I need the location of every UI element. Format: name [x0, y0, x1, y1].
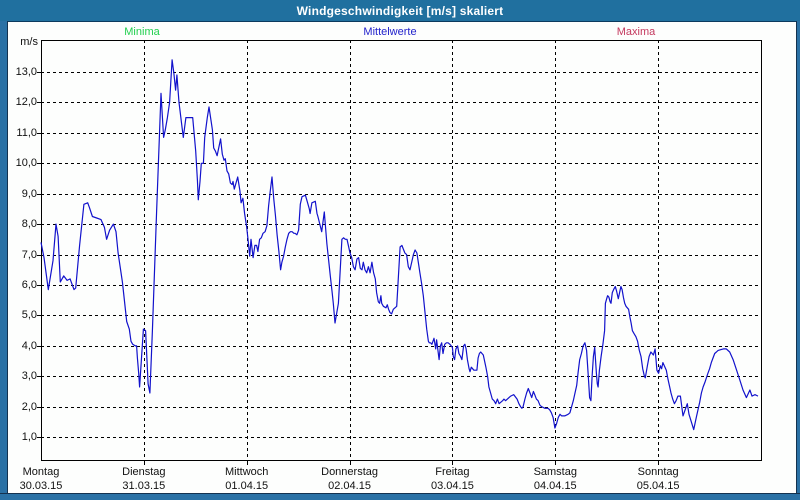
y-axis-unit-label: m/s [20, 36, 38, 48]
day-name: Donnerstag [321, 466, 378, 478]
series-line-mittelwerte [40, 59, 759, 431]
window-border-right [796, 21, 800, 500]
y-axis-tick-label: 11,0 [16, 126, 37, 139]
y-axis-tick-label: 13,0 [15, 65, 37, 78]
x-axis-day-label: Dienstag 31.03.15 [89, 466, 199, 493]
day-name: Sonntag [637, 466, 679, 478]
y-axis-tick-label: 6,0 [21, 278, 37, 291]
y-axis-tick-label: 2,0 [21, 400, 37, 413]
x-axis-day-label: Montag 30.03.15 [0, 466, 96, 493]
y-axis-tick-label: 3,0 [21, 369, 37, 382]
x-axis-day-label: Samstag 04.04.15 [500, 466, 610, 493]
day-date: 30.03.15 [19, 479, 63, 492]
day-name: Samstag [533, 466, 577, 478]
legend-item-mittelwerte: Mittelwerte [363, 26, 417, 38]
window-border-left [0, 21, 8, 500]
plot-frame [41, 40, 762, 461]
x-axis-day-label: Sonntag 05.04.15 [603, 466, 713, 493]
y-axis-tick-label: 4,0 [21, 339, 37, 352]
day-date: 31.03.15 [122, 479, 166, 492]
y-axis-tick-label: 5,0 [21, 308, 37, 321]
day-name: Mittwoch [225, 466, 269, 478]
day-name: Freitag [435, 466, 470, 478]
legend-item-maxima: Maxima [616, 26, 656, 38]
day-name: Montag [22, 466, 60, 478]
y-axis-tick-label: 12,0 [15, 95, 37, 108]
day-date: 02.04.15 [328, 479, 371, 492]
y-axis-tick-label: 7,0 [21, 248, 37, 261]
x-axis-day-label: Mittwoch 01.04.15 [192, 466, 302, 493]
window-title: Windgeschwindigkeit [m/s] skaliert [296, 3, 504, 18]
day-date: 03.04.15 [431, 479, 474, 492]
day-date: 04.04.15 [533, 479, 577, 492]
day-date: 05.04.15 [636, 479, 680, 492]
y-axis-tick-label: 10,0 [15, 156, 37, 169]
day-name: Dienstag [122, 466, 166, 478]
window-border-bottom [0, 493, 800, 500]
y-axis-tick-label: 9,0 [21, 187, 37, 200]
y-axis-tick-label: 1,0 [21, 430, 37, 443]
legend-row: Minima Mittelwerte Maxima [0, 26, 800, 40]
title-bar: Windgeschwindigkeit [m/s] skaliert [0, 0, 800, 22]
day-date: 01.04.15 [225, 479, 269, 492]
legend-item-minima: Minima [124, 26, 160, 38]
x-axis-day-label: Donnerstag 02.04.15 [295, 466, 405, 493]
x-axis-day-label: Freitag 03.04.15 [397, 466, 507, 493]
y-axis-tick-label: 8,0 [21, 217, 37, 230]
